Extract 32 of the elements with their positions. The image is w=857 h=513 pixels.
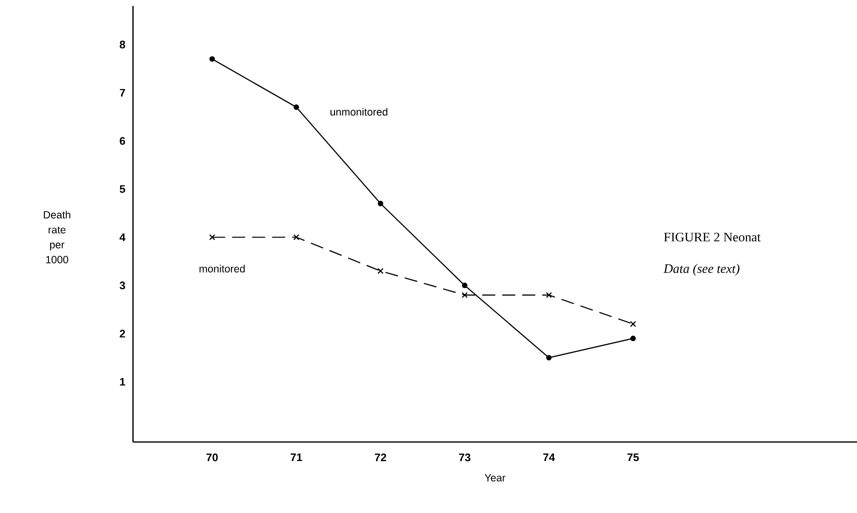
point bbox=[377, 268, 384, 274]
point bbox=[462, 282, 468, 288]
x-tick-label: 72 bbox=[374, 454, 386, 462]
point bbox=[294, 104, 300, 110]
annotation: FIGURE 2 Neonat bbox=[664, 232, 761, 242]
point bbox=[378, 200, 384, 206]
point bbox=[630, 320, 636, 327]
x-tick-label: 75 bbox=[627, 454, 639, 462]
x-tick-label: 70 bbox=[206, 454, 218, 462]
y-tick-label: 6 bbox=[120, 137, 126, 145]
point bbox=[209, 234, 216, 240]
point bbox=[209, 56, 215, 62]
point bbox=[546, 292, 552, 298]
x-axis-title: Year bbox=[484, 474, 506, 482]
y-tick-label: 3 bbox=[120, 282, 126, 290]
y-tick-label: 1 bbox=[120, 378, 126, 386]
series-label: unmonitored bbox=[330, 108, 388, 116]
x-tick-label: 71 bbox=[290, 454, 302, 462]
point bbox=[462, 292, 468, 298]
y-tick-label: 2 bbox=[120, 330, 126, 338]
x-tick-label: 74 bbox=[543, 454, 555, 462]
y-tick-label: 8 bbox=[120, 40, 126, 48]
text: monitored bbox=[200, 264, 245, 272]
point bbox=[630, 336, 636, 342]
x-tick-label: 73 bbox=[459, 454, 470, 462]
point bbox=[546, 354, 552, 360]
point bbox=[293, 234, 300, 240]
annotation: Data (see text) bbox=[663, 264, 740, 276]
y-tick-label: 4 bbox=[120, 233, 126, 242]
y-axis-title: Death rate per 1000 bbox=[44, 210, 70, 264]
y-tick-label: 5 bbox=[120, 185, 126, 193]
y-tick-label: 7 bbox=[120, 88, 125, 96]
